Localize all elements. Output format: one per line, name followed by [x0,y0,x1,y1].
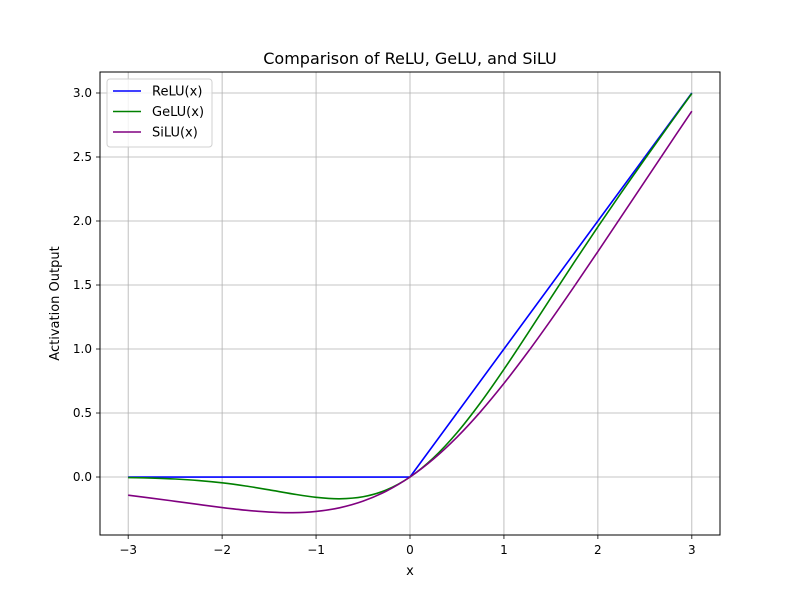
legend-label: GeLU(x) [152,105,204,120]
x-tick-label: 0 [406,543,414,557]
y-axis-label: Activation Output [48,246,63,360]
x-axis-label: x [406,564,414,579]
legend-label: ReLU(x) [152,85,202,100]
series-line-silux [128,110,693,514]
ticks: −3 −2 −1 0 1 2 3 0.0 0.5 1.0 1.5 2.0 2.5 3.0 [73,86,696,557]
x-tick-label: 2 [594,543,602,557]
legend: ReLU(x) GeLU(x) SiLU(x) [106,78,213,148]
y-tick-label: 1.5 [73,278,92,292]
x-tick-label: 3 [688,543,696,557]
chart-title: Comparison of ReLU, GeLU, and SiLU [263,49,557,68]
legend-box [106,78,213,148]
grid [100,72,720,535]
y-tick-label: 2.0 [73,214,92,228]
y-tick-label: 3.0 [73,86,92,100]
y-tick-label: 1.0 [73,342,92,356]
y-tick-label: 0.5 [73,406,92,420]
series-lines [128,92,693,514]
y-tick-label: 0.0 [73,470,92,484]
legend-label: SiLU(x) [152,126,198,141]
x-tick-label: −3 [119,543,137,557]
x-tick-label: −2 [213,543,231,557]
x-tick-label: 1 [500,543,508,557]
x-tick-label: −1 [307,543,325,557]
y-tick-label: 2.5 [73,150,92,164]
